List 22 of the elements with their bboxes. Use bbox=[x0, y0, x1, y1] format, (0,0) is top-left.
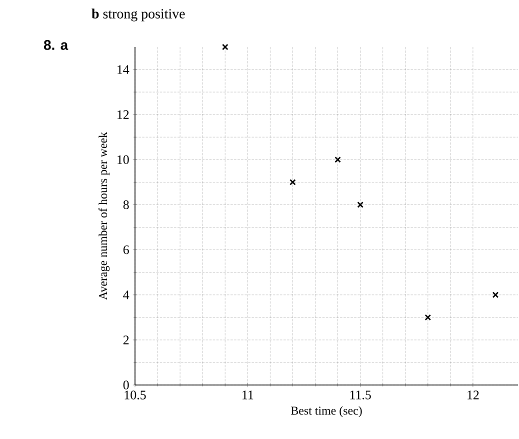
y-tick-label: 12 bbox=[118, 110, 129, 119]
x-tick-label: 10.5 bbox=[124, 390, 146, 400]
text: 8. a bbox=[44, 40, 68, 50]
y-tick-label: 4 bbox=[123, 290, 130, 300]
y-tick-label: 2 bbox=[123, 336, 129, 344]
point bbox=[290, 179, 296, 186]
point bbox=[334, 156, 341, 163]
y-tick-label: 0 bbox=[123, 380, 129, 390]
x-tick-label: 11 bbox=[242, 390, 254, 400]
point bbox=[424, 314, 432, 321]
x-axis-title: Best time (sec) bbox=[290, 406, 362, 418]
y-tick-label: 10 bbox=[118, 155, 129, 164]
point bbox=[492, 292, 499, 298]
x-tick-label: 12 bbox=[468, 390, 479, 400]
text: b strong positive bbox=[92, 8, 185, 22]
y-tick-label: 6 bbox=[123, 245, 129, 254]
y-tick-label: 8 bbox=[123, 200, 129, 210]
y-axis-title: Average number of hours per week bbox=[98, 132, 110, 300]
point bbox=[222, 44, 228, 50]
x-tick-label: 11.5 bbox=[350, 390, 371, 400]
point bbox=[357, 202, 364, 208]
y-tick-label: 14 bbox=[118, 65, 130, 74]
